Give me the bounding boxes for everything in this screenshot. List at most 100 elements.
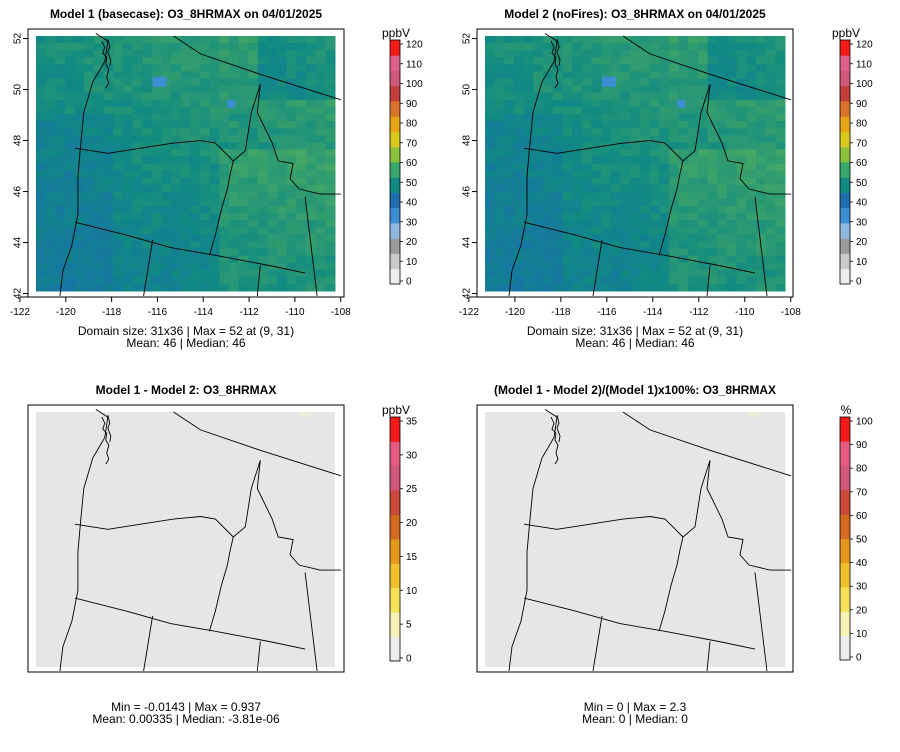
legend-tick-label: 120 xyxy=(856,40,873,51)
x-tick-label: -120 xyxy=(505,307,525,318)
legend-swatch xyxy=(840,70,850,87)
state-borders xyxy=(508,409,792,672)
x-tick-label: -108 xyxy=(331,307,351,318)
legend-tick-label: 90 xyxy=(856,440,868,451)
legend-tick-label: 10 xyxy=(406,586,418,597)
legend-tick-label: 10 xyxy=(406,257,418,268)
legend-tick-label: 0 xyxy=(856,277,862,288)
legend-swatch xyxy=(840,253,850,270)
legend-swatch xyxy=(390,563,400,589)
legend-swatch xyxy=(840,101,850,117)
legend-swatch xyxy=(840,146,850,163)
legend-swatch xyxy=(390,636,400,662)
legend-unit: ppbV xyxy=(382,26,410,40)
legend-tick-label: 100 xyxy=(406,79,423,90)
panel-pct: (Model 1 - Model 2)/(Model 1)x100%: O3_8… xyxy=(476,383,873,726)
flat-field xyxy=(36,412,335,667)
legend-swatch xyxy=(840,238,850,254)
y-tick-label: 44 xyxy=(462,237,473,249)
legend-tick-label: 40 xyxy=(856,558,868,569)
legend-tick-label: 30 xyxy=(406,217,418,228)
legend-tick-label: 35 xyxy=(406,417,418,428)
legend-tick-label: 60 xyxy=(856,158,868,169)
legend-tick-label: 5 xyxy=(406,620,412,631)
x-tick-label: -110 xyxy=(735,307,755,318)
legend-tick-label: 40 xyxy=(856,198,868,209)
legend-tick-label: 30 xyxy=(856,217,868,228)
legend-swatch xyxy=(840,116,850,132)
legend-tick-label: 80 xyxy=(406,119,418,130)
legend-tick-label: 70 xyxy=(406,138,418,149)
y-tick-label: 42 xyxy=(462,288,473,300)
legend-tick-label: 20 xyxy=(856,605,868,616)
legend-swatch xyxy=(390,177,400,193)
panel-title: Model 1 (basecase): O3_8HRMAX on 04/01/2… xyxy=(50,7,322,21)
legend-swatch xyxy=(390,539,400,564)
x-tick-label: -116 xyxy=(148,307,168,318)
panel-title: (Model 1 - Model 2)/(Model 1)x100%: O3_8… xyxy=(494,383,776,397)
y-tick-label: 42 xyxy=(13,288,24,300)
legend-tick-label: 20 xyxy=(856,237,868,248)
legend-tick-label: 50 xyxy=(406,178,418,189)
y-tick-label: 50 xyxy=(13,84,24,96)
legend-swatch xyxy=(840,55,850,71)
legend-tick-label: 60 xyxy=(406,158,418,169)
stats-line: Domain size: 31x36 | Max = 52 at (9, 31) xyxy=(78,324,294,338)
legend-swatch xyxy=(390,192,400,209)
legend-swatch xyxy=(390,131,400,148)
legend-tick-label: 50 xyxy=(856,535,868,546)
data-grid xyxy=(485,36,786,292)
legend-swatch xyxy=(840,162,850,178)
y-tick-label: 52 xyxy=(13,33,24,45)
x-tick-label: -118 xyxy=(102,307,122,318)
panel-model1: Model 1 (basecase): O3_8HRMAX on 04/01/2… xyxy=(10,7,423,350)
legend-tick-label: 30 xyxy=(856,582,868,593)
legend-tick-label: 90 xyxy=(856,99,868,110)
axes: -122 -120 -118 -116 -114 -112 -110 -108 42 44 46 48… xyxy=(10,33,351,318)
x-tick-label: -122 xyxy=(10,307,30,318)
legend-swatch xyxy=(390,207,400,224)
legend-swatch xyxy=(840,587,850,612)
stats-line: Min = 0 | Max = 2.3 xyxy=(584,700,687,714)
legend-tick-label: 30 xyxy=(406,450,418,461)
legend-tick-label: 10 xyxy=(856,629,868,640)
legend-tick-label: 20 xyxy=(406,518,418,529)
legend-tick-label: 80 xyxy=(856,464,868,475)
legend-swatch xyxy=(390,70,400,87)
y-tick-label: 52 xyxy=(462,33,473,45)
legend-unit: ppbV xyxy=(832,26,860,40)
legend-swatch xyxy=(840,538,850,564)
legend-swatch xyxy=(390,490,400,515)
legend-swatch xyxy=(840,192,850,209)
legend-unit: % xyxy=(841,403,852,417)
legend-tick-label: 0 xyxy=(406,277,412,288)
state-borders xyxy=(508,33,792,297)
stats-line: Domain size: 31x36 | Max = 52 at (9, 31) xyxy=(527,324,743,338)
legend-swatch xyxy=(840,611,850,637)
legend-swatch xyxy=(840,465,850,491)
legend-tick-label: 10 xyxy=(856,257,868,268)
legend-swatch xyxy=(390,587,400,613)
x-tick-label: -114 xyxy=(194,307,214,318)
legend-tick-label: 80 xyxy=(856,119,868,130)
legend-swatch xyxy=(840,441,850,466)
data-grid xyxy=(36,36,336,292)
y-tick-label: 48 xyxy=(13,135,24,147)
legend-tick-label: 40 xyxy=(406,198,418,209)
panel-model2: Model 2 (noFires): O3_8HRMAX on 04/01/20… xyxy=(459,7,873,350)
legend-swatch xyxy=(390,253,400,270)
panel-diff: Model 1 - Model 2: O3_8HRMAX Min = -0.014… xyxy=(27,383,418,726)
legend-swatch xyxy=(390,146,400,163)
x-tick-label: -108 xyxy=(781,307,801,318)
legend-swatch xyxy=(840,635,850,661)
legend-swatch xyxy=(390,162,400,178)
y-tick-label: 48 xyxy=(462,135,473,147)
legend-tick-label: 90 xyxy=(406,99,418,110)
legend-swatch xyxy=(840,131,850,148)
legend-swatch xyxy=(390,116,400,132)
x-tick-label: -110 xyxy=(285,307,305,318)
